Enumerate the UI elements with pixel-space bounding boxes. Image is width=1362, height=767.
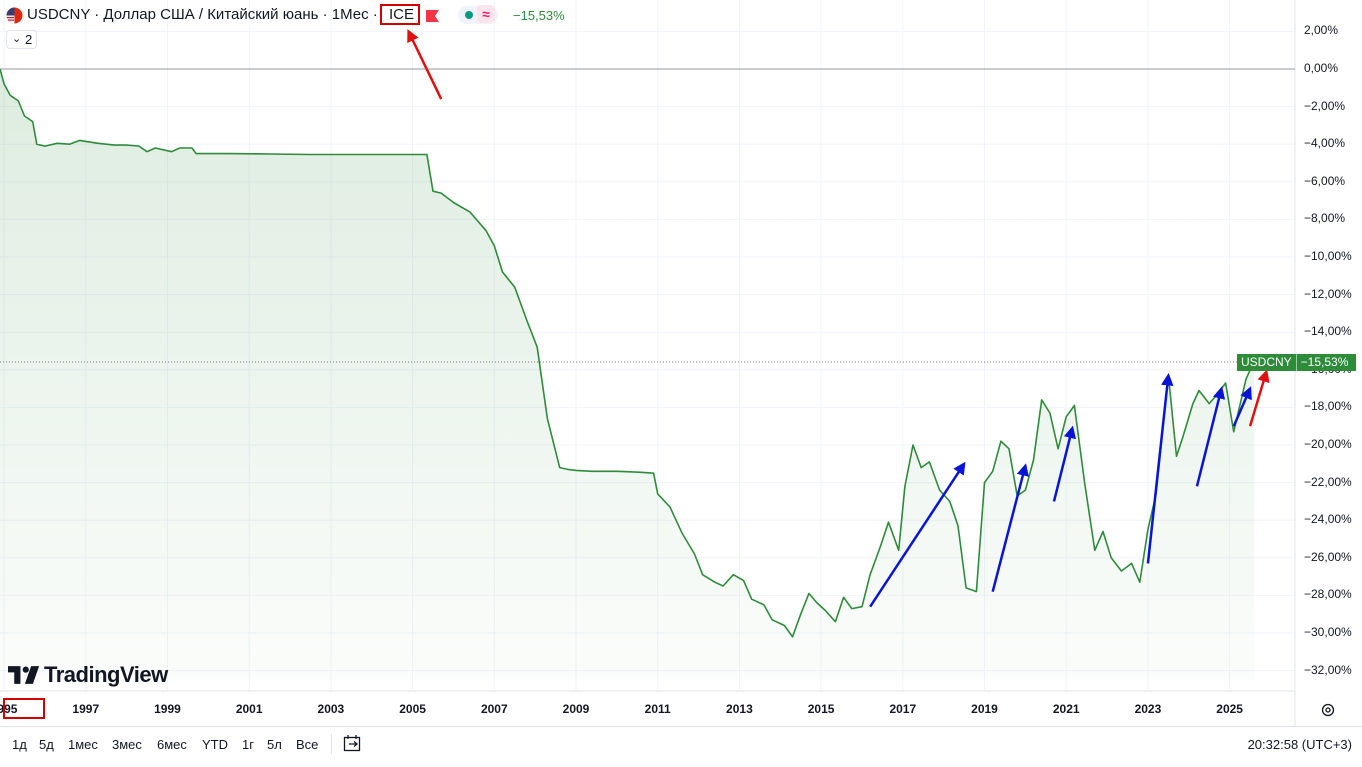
- range-button[interactable]: YTD: [202, 737, 228, 752]
- price-chart[interactable]: [0, 0, 1362, 726]
- blue-arrow: [1195, 386, 1226, 487]
- price-axis-label: −28,00%: [1304, 587, 1352, 602]
- area-fill: [0, 69, 1255, 680]
- price-axis-label: −30,00%: [1304, 625, 1352, 639]
- price-axis-label: −22,00%: [1304, 474, 1352, 489]
- range-button[interactable]: 1г: [242, 737, 254, 752]
- indicators-collapse-button[interactable]: ⌄ 2: [6, 30, 37, 49]
- price-axis-label: −18,00%: [1304, 399, 1352, 414]
- time-axis-label: 1997: [72, 702, 100, 716]
- symbol-name[interactable]: USDCNY: [27, 6, 91, 23]
- price-axis-label: −2,00%: [1304, 98, 1346, 113]
- price-axis-label: −6,00%: [1304, 173, 1346, 188]
- range-button[interactable]: Все: [296, 737, 319, 752]
- time-axis-label: 2017: [889, 702, 917, 716]
- price-axis-label: −8,00%: [1304, 211, 1346, 226]
- time-axis-label: 2013: [726, 702, 753, 716]
- year-highlight-box: [3, 698, 45, 719]
- flag-icon[interactable]: [426, 9, 439, 22]
- price-axis-label: −10,00%: [1304, 249, 1352, 263]
- clock-timezone[interactable]: 20:32:58 (UTC+3): [1247, 737, 1352, 752]
- annotation-arrows: [407, 29, 1270, 608]
- range-button[interactable]: 1д: [12, 737, 27, 752]
- time-axis-label: 2011: [644, 702, 671, 716]
- blue-arrow: [1232, 386, 1252, 427]
- price-axis-label: −12,00%: [1304, 286, 1352, 301]
- badge-value: −15,53%: [1300, 355, 1349, 369]
- time-axis-label: 2015: [807, 702, 835, 716]
- price-axis-label: −20,00%: [1304, 437, 1352, 451]
- price-axis-label: −32,00%: [1304, 662, 1352, 677]
- range-button[interactable]: 5л: [267, 737, 282, 752]
- toolbar-divider: [331, 734, 332, 754]
- time-axis-label: 2025: [1216, 702, 1243, 716]
- time-axis-label: 2019: [971, 702, 998, 716]
- price-axis-label: 0,00%: [1304, 61, 1339, 75]
- indicator-count: 2: [25, 32, 33, 47]
- time-axis-label: 2003: [317, 702, 345, 716]
- range-button[interactable]: 3мес: [112, 737, 142, 752]
- time-axis-label: 2005: [399, 702, 426, 716]
- series-line: [0, 68, 1255, 638]
- price-axis-label: −14,00%: [1304, 324, 1352, 339]
- time-axis-label: 2009: [562, 702, 590, 716]
- change-percent: −15,53%: [513, 8, 565, 23]
- blue-arrow: [1052, 425, 1076, 502]
- time-axis-label: 2021: [1052, 702, 1080, 716]
- range-button[interactable]: 1мес: [68, 737, 98, 752]
- time-axis-label: 2007: [480, 702, 508, 716]
- time-axis-label: 2001: [235, 702, 263, 716]
- price-axis-label: −26,00%: [1304, 549, 1352, 564]
- blue-arrow: [991, 463, 1029, 592]
- symbol-title[interactable]: USDCNY · Доллар США / Китайский юань · 1…: [27, 6, 378, 23]
- us-cn-flag-icon: [6, 7, 23, 24]
- time-axis-label: 1999: [154, 702, 181, 716]
- range-button[interactable]: 6мес: [157, 737, 187, 752]
- blue-arrow: [869, 461, 966, 608]
- price-axis-label: −4,00%: [1304, 136, 1346, 151]
- red-arrow: [1248, 369, 1270, 427]
- tradingview-logo-icon: [8, 666, 40, 684]
- tradingview-logo-text: TradingView: [44, 662, 168, 687]
- range-button[interactable]: 5д: [39, 737, 54, 752]
- bottom-toolbar: [0, 726, 1362, 767]
- chevron-down-icon: ⌄: [12, 33, 22, 45]
- time-axis-label: 2023: [1134, 702, 1162, 716]
- blue-arrow: [1146, 372, 1174, 564]
- last-value-badge: USDCNY −15,53%: [1237, 354, 1356, 371]
- gear-icon[interactable]: [1320, 702, 1336, 718]
- exchange-highlight-box: [380, 4, 420, 25]
- go-to-date-icon[interactable]: [343, 734, 363, 753]
- red-arrow: [407, 29, 443, 100]
- delayed-data-icon[interactable]: ≈: [477, 5, 495, 23]
- exchange-label[interactable]: ICE: [389, 6, 415, 23]
- tradingview-logo[interactable]: TradingView: [8, 662, 168, 688]
- symbol-description: · Доллар США / Китайский юань · 1Мес ·: [94, 6, 378, 23]
- price-axis-label: 2,00%: [1304, 23, 1339, 38]
- price-axis-label: −24,00%: [1304, 512, 1352, 527]
- badge-symbol: USDCNY: [1237, 354, 1297, 371]
- market-open-dot-icon: [465, 11, 473, 19]
